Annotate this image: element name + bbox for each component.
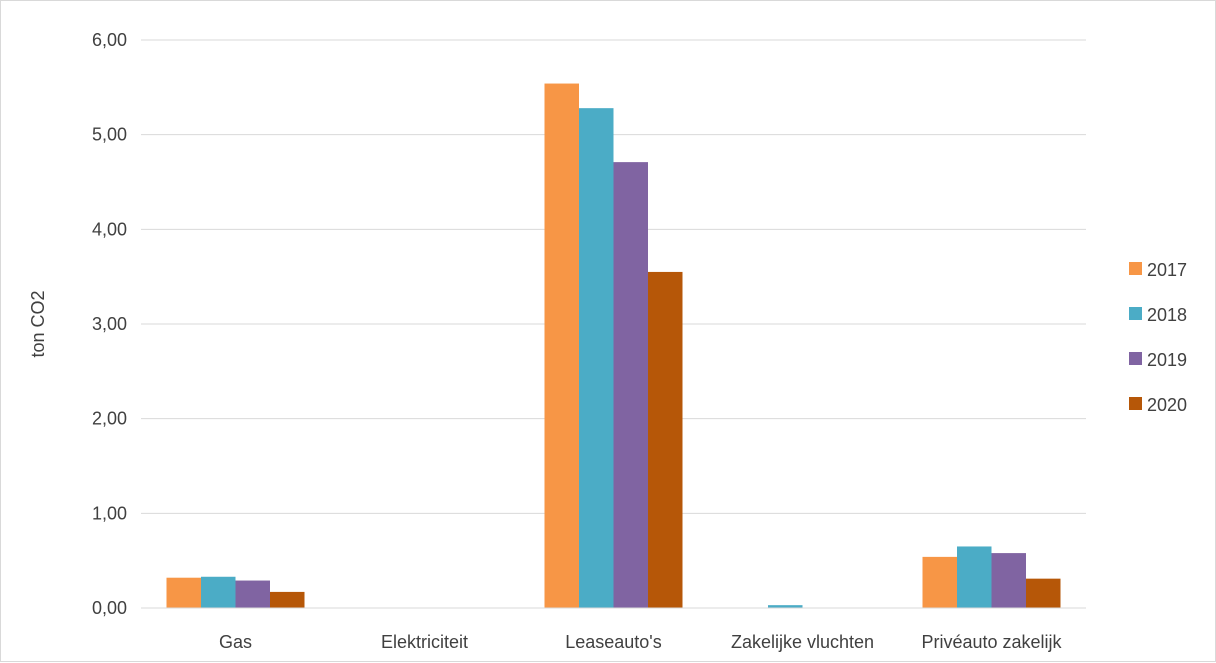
y-axis-ticks: 0,00 1,00 2,00 3,00 4,00 5,00 6,00	[92, 30, 127, 618]
legend-swatch-2020	[1129, 397, 1142, 410]
y-tick-label: 4,00	[92, 219, 127, 239]
bar-2020-4	[1026, 578, 1061, 608]
legend-label-2019: 2019	[1147, 350, 1187, 370]
bar-2018-4	[957, 546, 992, 608]
bar-2019-2	[613, 162, 648, 608]
y-tick-label: 3,00	[92, 314, 127, 334]
bar-2018-2	[579, 108, 614, 608]
legend-label-2017: 2017	[1147, 260, 1187, 280]
x-tick-label: Leaseauto's	[565, 632, 662, 652]
legend-swatch-2018	[1129, 307, 1142, 320]
x-axis-ticks: Gas Elektriciteit Leaseauto's Zakelijke vlu…	[219, 632, 1063, 652]
legend-swatch-2017	[1129, 262, 1142, 275]
x-tick-label: Elektriciteit	[381, 632, 468, 652]
x-tick-label: Privéauto zakelijk	[921, 632, 1062, 652]
bar-2020-0	[270, 591, 305, 608]
bars	[166, 83, 1061, 608]
y-tick-label: 2,00	[92, 409, 127, 429]
x-tick-label: Gas	[219, 632, 252, 652]
y-axis-label: ton CO2	[28, 290, 48, 357]
y-tick-label: 0,00	[92, 598, 127, 618]
bar-2019-4	[991, 553, 1026, 608]
bar-2018-0	[201, 576, 236, 608]
x-tick-label: Zakelijke vluchten	[731, 632, 874, 652]
bar-2017-2	[544, 83, 579, 608]
y-tick-label: 6,00	[92, 30, 127, 50]
legend-label-2020: 2020	[1147, 395, 1187, 415]
bar-2020-2	[648, 271, 683, 608]
bar-2019-0	[235, 580, 270, 608]
y-tick-label: 5,00	[92, 125, 127, 145]
legend: 2017 2018 2019 2020	[1129, 260, 1187, 415]
y-tick-label: 1,00	[92, 503, 127, 523]
bar-2017-0	[166, 577, 201, 608]
legend-label-2018: 2018	[1147, 305, 1187, 325]
bar-2018-3	[768, 605, 803, 608]
legend-swatch-2019	[1129, 352, 1142, 365]
bar-2017-4	[922, 556, 957, 608]
